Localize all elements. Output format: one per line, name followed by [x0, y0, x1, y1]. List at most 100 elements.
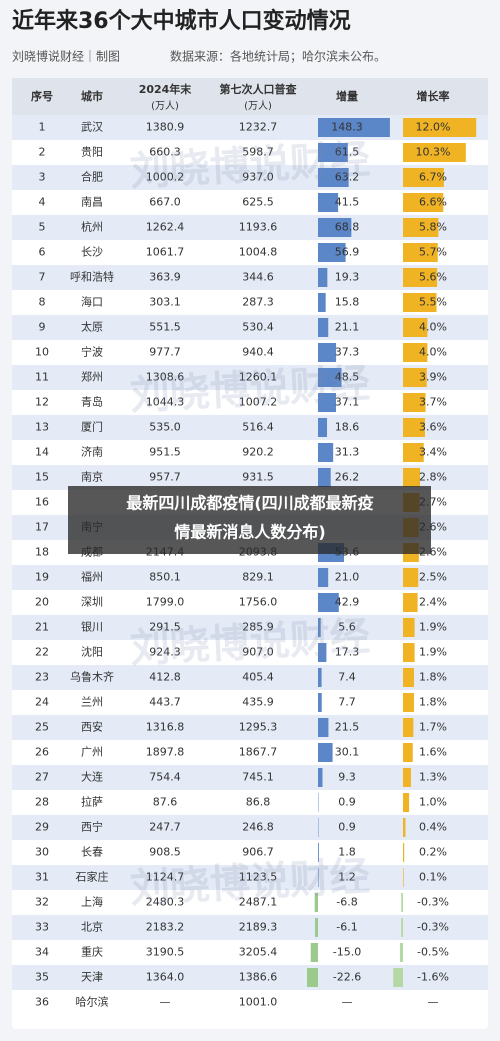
growth-bar	[403, 243, 438, 262]
growth-bar	[403, 118, 477, 137]
cell: 551.5	[149, 321, 181, 334]
increment-bar	[318, 693, 322, 712]
cell: 济南	[81, 445, 103, 459]
title: 近年来36个大中城市人口变动情况	[12, 8, 351, 34]
growth-bar	[403, 193, 444, 212]
cell: 7.7	[338, 696, 356, 709]
cell: 29	[35, 821, 49, 834]
cell: 4.0%	[419, 346, 447, 359]
cell: 4	[39, 196, 46, 209]
cell: 1.9%	[419, 621, 447, 634]
cell: 30.1	[335, 746, 360, 759]
cell: 42.9	[335, 596, 360, 609]
column-unit: (万人)	[151, 100, 179, 112]
cell: 36	[35, 996, 49, 1009]
cell: 8	[39, 296, 46, 309]
cell: 5.5%	[419, 296, 447, 309]
increment-bar	[318, 643, 327, 662]
cell: 1.9%	[419, 646, 447, 659]
cell: 长春	[81, 846, 103, 859]
cell: 南昌	[81, 196, 103, 209]
cell: 1260.1	[239, 371, 278, 384]
cell: 87.6	[153, 796, 178, 809]
cell: 41.5	[335, 196, 360, 209]
growth-bar	[401, 918, 403, 937]
growth-bar	[399, 943, 403, 962]
cell: 3205.4	[239, 946, 278, 959]
cell: 3.7%	[419, 396, 447, 409]
cell: 908.5	[149, 846, 181, 859]
column-header: 增长率	[417, 89, 450, 103]
cell: 2.4%	[419, 596, 447, 609]
cell: 18	[35, 546, 49, 559]
cell: 杭州	[81, 220, 103, 234]
cell: 937.0	[242, 171, 274, 184]
cell: 15	[35, 471, 49, 484]
cell: 1	[39, 121, 46, 134]
cell: 南京	[81, 470, 103, 484]
cell: 530.4	[242, 321, 274, 334]
increment-bar	[318, 618, 321, 637]
cell: 沈阳	[81, 645, 103, 659]
increment-bar	[318, 143, 348, 162]
increment-bar	[318, 168, 349, 187]
cell: 西宁	[81, 820, 103, 834]
increment-bar	[318, 668, 322, 687]
cell: 2.8%	[419, 471, 447, 484]
cell: 兰州	[81, 696, 103, 709]
increment-bar	[318, 393, 336, 412]
row-background	[12, 865, 488, 890]
column-header: 第七次人口普查	[220, 82, 297, 96]
cell: 30	[35, 846, 49, 859]
cell: 6.7%	[419, 171, 447, 184]
growth-bar	[403, 743, 413, 762]
cell: 20	[35, 596, 49, 609]
increment-bar	[318, 343, 337, 362]
row-background	[12, 890, 488, 915]
cell: 148.3	[331, 121, 363, 134]
cell: 3.4%	[419, 446, 447, 459]
cell: 2	[39, 146, 46, 159]
cell: 924.3	[149, 646, 181, 659]
cell: 呼和浩特	[70, 270, 114, 284]
increment-bar	[318, 868, 319, 887]
cell: 18.6	[335, 421, 360, 434]
cell: 天津	[81, 971, 103, 984]
cell: 19.3	[335, 271, 360, 284]
cell: -1.6%	[417, 971, 449, 984]
cell: 21	[35, 621, 49, 634]
cell: 625.5	[242, 196, 274, 209]
cell: 1001.0	[239, 996, 278, 1009]
cell: -0.3%	[417, 921, 449, 934]
increment-bar	[315, 918, 318, 937]
increment-bar	[307, 968, 318, 987]
cell: 17.3	[335, 646, 360, 659]
cell: 厦门	[81, 420, 103, 434]
cell: 武汉	[81, 121, 103, 134]
increment-bar	[318, 593, 339, 612]
overlay-box	[68, 486, 431, 554]
cell: 285.9	[242, 621, 274, 634]
row-background	[12, 815, 488, 840]
cell: 2480.3	[146, 896, 185, 909]
row-background	[12, 840, 488, 865]
cell: 61.5	[335, 146, 360, 159]
cell: 5.8%	[419, 221, 447, 234]
cell: 长沙	[81, 246, 103, 259]
growth-bar	[403, 618, 415, 637]
cell: 23	[35, 671, 49, 684]
cell: 26	[35, 746, 49, 759]
cell: 3	[39, 171, 46, 184]
column-header: 序号	[31, 89, 53, 103]
growth-bar	[403, 793, 410, 812]
cell: 5.6%	[419, 271, 447, 284]
author: 刘晓博说财经｜制图	[12, 49, 120, 64]
cell: 516.4	[242, 421, 274, 434]
cell: 48.5	[335, 371, 360, 384]
increment-bar	[318, 418, 328, 437]
cell: 745.1	[242, 771, 274, 784]
cell: 303.1	[149, 296, 181, 309]
